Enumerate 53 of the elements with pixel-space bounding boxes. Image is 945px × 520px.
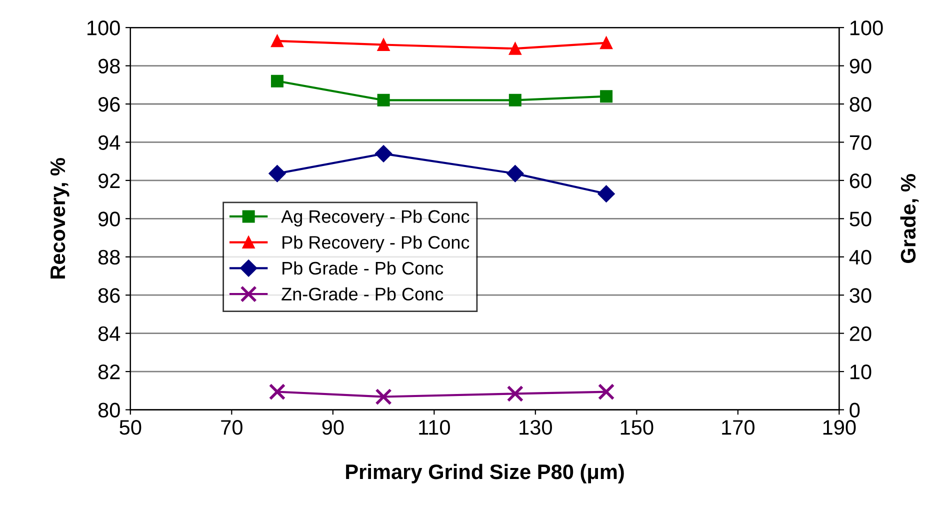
y-tick-label: 94 bbox=[98, 135, 120, 150]
y2-tick-label: 0 bbox=[850, 402, 860, 418]
point bbox=[508, 94, 522, 106]
legend-label: Pb Grade - Pb Conc bbox=[282, 261, 444, 275]
point bbox=[270, 74, 284, 88]
y2-tick-label: 30 bbox=[850, 288, 872, 303]
x-tick-label: 70 bbox=[221, 420, 242, 435]
point bbox=[506, 165, 524, 182]
y-tick-label: 92 bbox=[98, 173, 120, 188]
y2-tick-label: 40 bbox=[849, 250, 872, 265]
point bbox=[268, 165, 286, 182]
y2-tick-label: 20 bbox=[850, 326, 872, 342]
point bbox=[598, 185, 615, 202]
y-tick-label: 86 bbox=[98, 288, 120, 303]
legend-label: Pb Recovery - Pb Conc bbox=[282, 236, 470, 252]
y-tick-label: 82 bbox=[98, 364, 120, 380]
y-tick-label: 100 bbox=[88, 20, 120, 36]
y2-tick-label: 50 bbox=[850, 212, 872, 226]
point bbox=[374, 145, 392, 162]
point bbox=[508, 42, 522, 55]
x-tick-label: 50 bbox=[120, 420, 142, 435]
legend-label: Zn-Grade - Pb Conc bbox=[282, 287, 444, 301]
y-tick-label: 96 bbox=[98, 97, 120, 112]
y2-axis-title: Grade, % bbox=[900, 174, 919, 263]
y-tick-label: 98 bbox=[98, 58, 120, 74]
point bbox=[270, 34, 284, 48]
y2-tick-label: 70 bbox=[850, 135, 872, 150]
x-tick-label: 110 bbox=[419, 420, 450, 435]
point bbox=[598, 383, 615, 400]
point bbox=[506, 385, 524, 402]
point bbox=[600, 36, 613, 50]
y2-tick-label: 80 bbox=[850, 97, 872, 112]
point bbox=[375, 388, 392, 406]
point bbox=[600, 90, 613, 103]
y2-tick-label: 10 bbox=[850, 364, 872, 380]
y-tick-label: 80 bbox=[98, 402, 120, 418]
legend-label: Ag Recovery - Pb Conc bbox=[281, 210, 470, 227]
y2-tick-label: 100 bbox=[850, 20, 883, 36]
x-tick-label: 170 bbox=[722, 420, 754, 435]
y2-tick-label: 90 bbox=[850, 58, 872, 74]
x-axis-title: Primary Grind Size P80 (μm) bbox=[346, 464, 624, 484]
x-tick-label: 190 bbox=[823, 420, 856, 435]
y2-tick-label: 60 bbox=[850, 173, 872, 188]
x-tick-label: 130 bbox=[520, 420, 552, 435]
x-tick-label: 150 bbox=[620, 420, 654, 435]
point bbox=[268, 383, 286, 400]
y-axis-title: Recovery, % bbox=[50, 158, 70, 278]
y-tick-label: 84 bbox=[98, 326, 120, 342]
x-tick-label: 90 bbox=[322, 420, 344, 435]
point bbox=[377, 38, 390, 52]
point bbox=[377, 94, 390, 106]
y-tick-label: 90 bbox=[98, 212, 120, 226]
y-tick-label: 88 bbox=[98, 250, 120, 265]
